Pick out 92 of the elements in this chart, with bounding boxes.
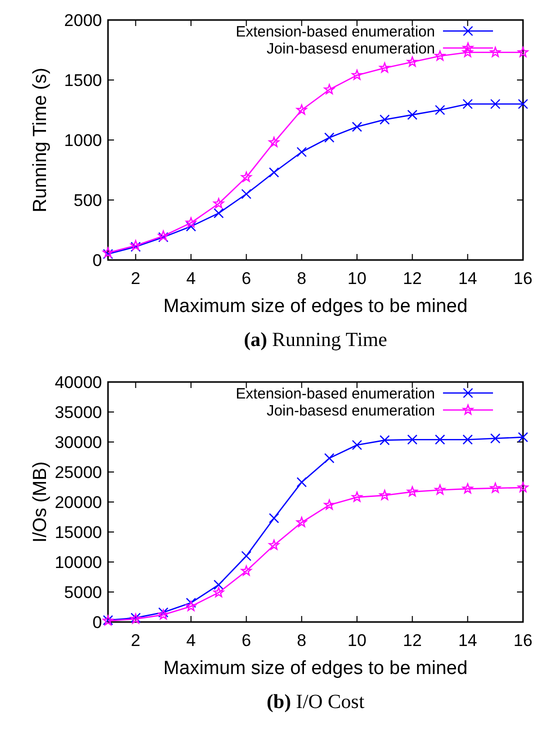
y-tick-label: 0 <box>92 612 102 632</box>
point <box>518 482 528 492</box>
x-tick-label: 6 <box>242 269 252 288</box>
point <box>434 104 446 116</box>
text: (b) I/O Cost <box>266 691 365 713</box>
x-tick-label: 8 <box>296 631 306 650</box>
point <box>434 50 446 61</box>
point <box>518 98 528 110</box>
y-tick-label: 2000 <box>64 10 102 30</box>
x-tick-label: 16 <box>514 631 532 650</box>
x-tick-label: 2 <box>130 631 140 650</box>
x-tick-label: 4 <box>186 269 196 288</box>
x-tick-label: 14 <box>458 269 478 288</box>
y-tick-label: 30000 <box>54 432 102 452</box>
y-tick-label: 1000 <box>64 130 102 150</box>
point <box>296 146 307 158</box>
y-tick-label: 25000 <box>54 462 102 482</box>
point <box>186 217 196 228</box>
x-tick-label: 12 <box>402 631 422 650</box>
y-tick-label: 10000 <box>54 552 102 572</box>
point <box>352 440 362 450</box>
x-tick-label: 8 <box>296 269 306 288</box>
x-tick-label: 16 <box>514 269 532 288</box>
point <box>490 98 500 110</box>
point <box>490 433 500 444</box>
point <box>462 483 473 494</box>
point <box>490 46 501 58</box>
point <box>241 172 252 182</box>
point <box>186 221 196 232</box>
y-tick-label: 15000 <box>54 522 102 542</box>
point <box>407 434 418 445</box>
y-axis-title: Running Time (s) <box>30 68 51 212</box>
point <box>380 114 390 125</box>
point <box>241 188 252 200</box>
point <box>407 486 418 496</box>
y-tick-label: 40000 <box>54 372 102 392</box>
point <box>296 104 307 115</box>
point <box>241 550 252 562</box>
text: (a) Running Time <box>244 329 388 351</box>
point <box>214 208 224 218</box>
point <box>434 434 446 445</box>
point <box>324 453 334 464</box>
point <box>213 198 224 208</box>
point <box>380 435 390 446</box>
x-axis-title: Maximum size of edges to be mined <box>163 658 468 679</box>
point <box>296 477 307 488</box>
point <box>462 434 473 445</box>
x-tick-label: 10 <box>348 269 366 288</box>
point <box>518 46 528 58</box>
point <box>324 499 335 510</box>
point <box>268 167 280 178</box>
y-tick-label: 35000 <box>54 402 102 422</box>
y-tick-label: 20000 <box>54 492 102 512</box>
legend-label: Extension-based enumeration <box>236 23 435 40</box>
point <box>186 598 196 608</box>
x-axis-title: Maximum size of edges to be mined <box>163 296 468 317</box>
x-tick-label: 14 <box>458 631 478 650</box>
point <box>268 513 280 524</box>
point <box>213 587 224 598</box>
point <box>241 565 252 576</box>
legend-label: Extension-based enumeration <box>236 385 435 402</box>
y-tick-label: 1500 <box>64 70 102 90</box>
point <box>407 110 418 120</box>
point <box>518 432 528 442</box>
point <box>352 70 362 80</box>
point <box>462 46 473 58</box>
point <box>186 600 196 612</box>
point <box>352 492 362 502</box>
point <box>268 136 280 148</box>
x-tick-label: 6 <box>242 631 252 650</box>
point <box>379 490 390 500</box>
point <box>352 122 362 132</box>
y-tick-label: 500 <box>74 190 102 210</box>
point <box>324 132 334 143</box>
x-tick-label: 4 <box>186 631 196 650</box>
x-tick-label: 2 <box>130 269 140 288</box>
y-axis-title: I/Os (MB) <box>30 461 51 543</box>
point <box>434 484 446 495</box>
legend-label: Join-basesd enumeration <box>266 402 435 420</box>
legend-label: Join-basesd enumeration <box>266 40 435 58</box>
point <box>324 84 335 94</box>
point <box>490 482 501 493</box>
point <box>407 56 418 67</box>
y-tick-label: 5000 <box>64 582 102 602</box>
point <box>268 540 280 550</box>
point <box>462 98 473 110</box>
point <box>379 62 390 73</box>
x-tick-label: 12 <box>402 269 422 288</box>
point <box>296 516 307 528</box>
x-tick-label: 10 <box>348 631 366 650</box>
point <box>214 580 224 590</box>
y-tick-label: 0 <box>92 250 102 270</box>
